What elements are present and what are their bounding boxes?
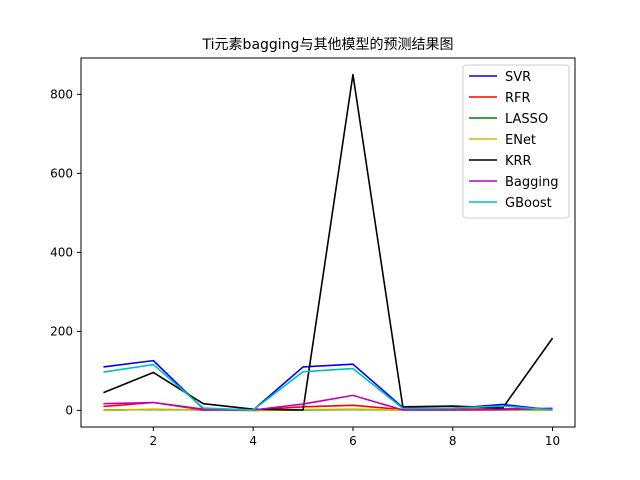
legend-box: [462, 64, 570, 219]
y-tick-label: 200: [50, 324, 73, 338]
x-tick-label: 6: [349, 434, 357, 448]
y-tick-label: 0: [65, 403, 73, 417]
legend-label-gboost: GBoost: [505, 196, 552, 211]
legend-label-bagging: Bagging: [505, 175, 559, 190]
legend-label-svr: SVR: [505, 70, 531, 85]
x-tick-label: 10: [545, 434, 560, 448]
y-tick-label: 400: [50, 245, 73, 259]
y-tick-label: 800: [50, 87, 73, 101]
legend: SVR RFR LASSO ENet KRR Bagging GBoost: [462, 64, 570, 219]
plot-area: 2 4 6 8 10 0 200 400 600 800: [50, 57, 576, 448]
y-tick-label: 600: [50, 166, 73, 180]
chart-title: Ti元素bagging与其他模型的预测结果图: [202, 37, 454, 53]
legend-label-lasso: LASSO: [505, 112, 548, 127]
x-tick-label: 2: [150, 434, 158, 448]
series-line-gboost: [103, 363, 553, 411]
legend-label-rfr: RFR: [505, 91, 531, 106]
x-tick-label: 4: [249, 434, 257, 448]
legend-label-krr: KRR: [505, 154, 532, 169]
legend-label-enet: ENet: [505, 133, 536, 148]
series-line-bagging: [103, 394, 553, 411]
axes-frame: [80, 57, 576, 428]
x-tick-label: 8: [449, 434, 457, 448]
